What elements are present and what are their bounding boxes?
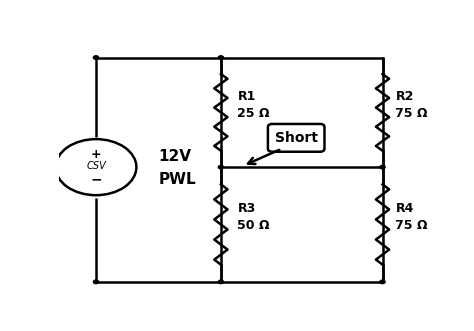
Circle shape bbox=[219, 280, 223, 284]
Text: R3
50 Ω: R3 50 Ω bbox=[237, 202, 270, 232]
Circle shape bbox=[93, 280, 99, 284]
Text: +: + bbox=[91, 148, 101, 161]
Text: −: − bbox=[90, 173, 102, 187]
Circle shape bbox=[380, 166, 385, 169]
Circle shape bbox=[219, 56, 223, 59]
Text: R1
25 Ω: R1 25 Ω bbox=[237, 90, 270, 120]
FancyBboxPatch shape bbox=[268, 124, 325, 152]
Text: R2
75 Ω: R2 75 Ω bbox=[395, 90, 428, 120]
Text: CSV: CSV bbox=[86, 161, 106, 171]
Text: 12V: 12V bbox=[158, 150, 191, 165]
Text: R4
75 Ω: R4 75 Ω bbox=[395, 202, 428, 232]
Circle shape bbox=[93, 56, 99, 59]
Circle shape bbox=[380, 280, 385, 284]
Circle shape bbox=[219, 166, 223, 169]
Text: Short: Short bbox=[275, 131, 318, 145]
Text: PWL: PWL bbox=[158, 172, 196, 187]
